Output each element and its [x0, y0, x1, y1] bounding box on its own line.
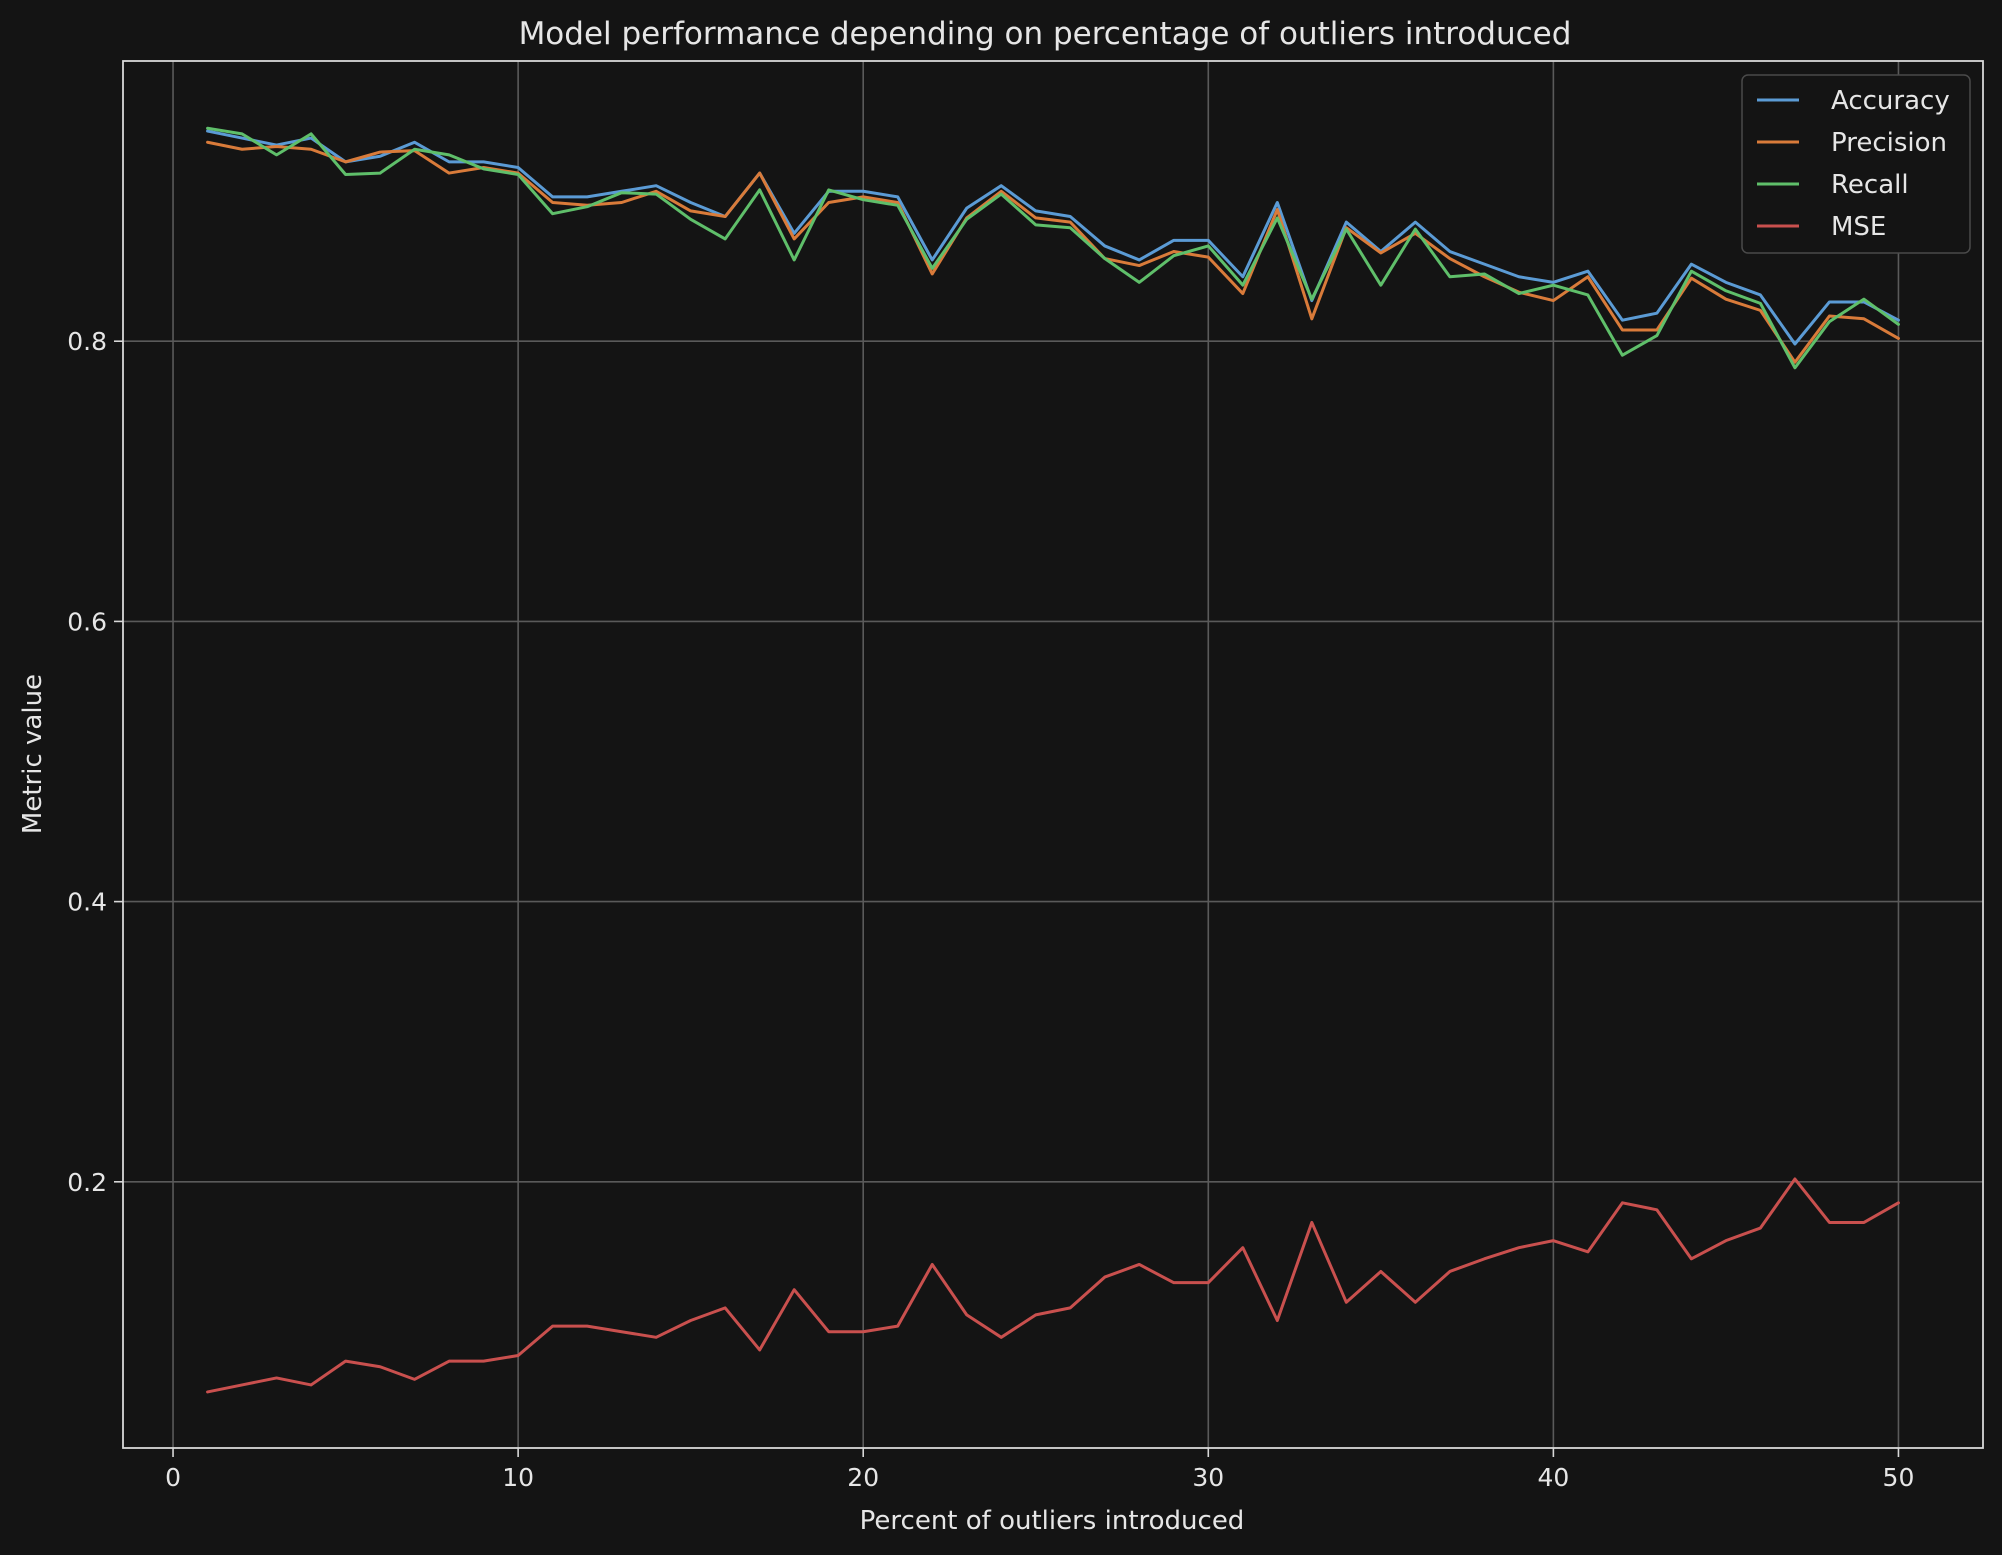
plot-area	[123, 61, 1983, 1448]
series-line-accuracy	[206, 129, 1900, 346]
x-tick-label: 40	[1537, 1463, 1569, 1492]
y-tick-label: 0.4	[67, 888, 107, 917]
legend-label-accuracy: Accuracy	[1831, 86, 1950, 116]
series-line-mse	[206, 1177, 1900, 1394]
axis-ticks: 0 10 20 30 40 50 0.2 0.4 0.6 0.8	[67, 327, 1914, 1492]
plot-frame	[122, 60, 1984, 1449]
series-lines	[206, 126, 1900, 1394]
x-axis-label: Percent of outliers introduced	[860, 1506, 1245, 1536]
y-tick-label: 0.8	[67, 327, 107, 356]
legend-label-precision: Precision	[1831, 128, 1947, 158]
y-tick-label: 0.6	[67, 607, 107, 636]
chart-title: Model performance depending on percentag…	[519, 16, 1572, 52]
legend-label-recall: Recall	[1831, 170, 1909, 200]
legend-box	[1741, 74, 1971, 254]
series-line-recall	[206, 126, 1900, 370]
y-axis-label: Metric value	[18, 674, 48, 834]
x-tick-label: 10	[502, 1463, 534, 1492]
legend-items: Accuracy Precision Recall MSE	[1757, 86, 1950, 242]
x-tick-label: 20	[847, 1463, 879, 1492]
x-tick-label: 0	[165, 1463, 181, 1492]
grid	[123, 61, 1983, 1448]
legend-label-mse: MSE	[1831, 212, 1886, 242]
x-tick-label: 50	[1883, 1463, 1915, 1492]
x-tick-label: 30	[1192, 1463, 1224, 1492]
legend: Accuracy Precision Recall MSE	[1741, 74, 1971, 254]
y-tick-label: 0.2	[67, 1168, 107, 1197]
